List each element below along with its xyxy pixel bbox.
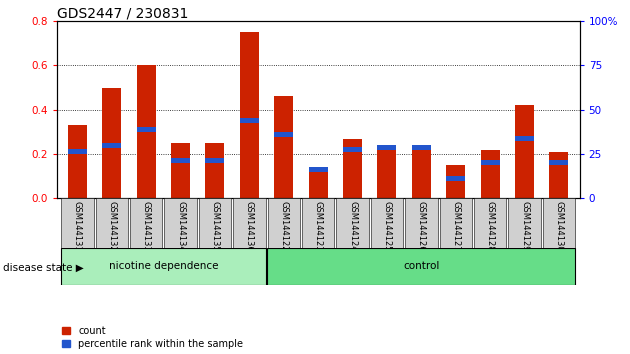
Text: GSM144128: GSM144128 — [486, 201, 495, 251]
FancyBboxPatch shape — [508, 198, 541, 248]
Bar — [412, 145, 431, 150]
FancyBboxPatch shape — [130, 198, 163, 248]
Bar — [137, 65, 156, 198]
Bar — [446, 165, 465, 198]
Text: GSM144136: GSM144136 — [245, 201, 254, 251]
Text: GSM144122: GSM144122 — [279, 201, 289, 251]
Text: GSM144127: GSM144127 — [451, 201, 461, 251]
Bar — [240, 118, 259, 123]
Bar — [515, 105, 534, 198]
Bar — [274, 132, 293, 137]
Bar — [240, 32, 259, 198]
FancyBboxPatch shape — [371, 198, 403, 248]
FancyBboxPatch shape — [268, 198, 300, 248]
FancyBboxPatch shape — [164, 198, 197, 248]
Bar — [446, 176, 465, 181]
Legend: count, percentile rank within the sample: count, percentile rank within the sample — [62, 326, 243, 349]
Bar — [481, 160, 500, 165]
Text: GSM144129: GSM144129 — [520, 201, 529, 251]
Bar — [205, 158, 224, 163]
Text: GSM144123: GSM144123 — [314, 201, 323, 251]
Bar — [377, 145, 396, 150]
Bar — [102, 88, 121, 198]
Bar — [343, 138, 362, 198]
Bar — [274, 97, 293, 198]
FancyBboxPatch shape — [233, 198, 265, 248]
Text: GSM144134: GSM144134 — [176, 201, 185, 251]
Bar — [481, 149, 500, 198]
FancyBboxPatch shape — [96, 198, 128, 248]
Text: GSM144133: GSM144133 — [142, 201, 151, 251]
Text: GSM144130: GSM144130 — [554, 201, 563, 251]
Bar — [205, 143, 224, 198]
Bar — [309, 167, 328, 172]
Bar — [171, 158, 190, 163]
Bar — [309, 170, 328, 198]
Text: GSM144126: GSM144126 — [417, 201, 426, 251]
FancyBboxPatch shape — [474, 198, 507, 248]
Text: GSM144132: GSM144132 — [107, 201, 117, 251]
Bar — [137, 127, 156, 132]
FancyBboxPatch shape — [302, 198, 335, 248]
FancyBboxPatch shape — [267, 248, 575, 285]
FancyBboxPatch shape — [440, 198, 472, 248]
Bar — [171, 143, 190, 198]
Bar — [68, 149, 87, 154]
Bar — [343, 147, 362, 152]
Bar — [377, 147, 396, 198]
FancyBboxPatch shape — [336, 198, 369, 248]
Text: disease state ▶: disease state ▶ — [3, 262, 84, 272]
Bar — [68, 125, 87, 198]
Bar — [549, 160, 568, 165]
Text: GSM144131: GSM144131 — [73, 201, 82, 251]
FancyBboxPatch shape — [543, 198, 575, 248]
Text: nicotine dependence: nicotine dependence — [108, 261, 218, 272]
Text: GDS2447 / 230831: GDS2447 / 230831 — [57, 6, 188, 20]
Text: GSM144124: GSM144124 — [348, 201, 357, 251]
Bar — [102, 143, 121, 148]
Text: control: control — [403, 261, 440, 272]
FancyBboxPatch shape — [199, 198, 231, 248]
Bar — [412, 147, 431, 198]
FancyBboxPatch shape — [61, 248, 266, 285]
Bar — [515, 136, 534, 141]
Bar — [549, 152, 568, 198]
Text: GSM144135: GSM144135 — [210, 201, 219, 251]
FancyBboxPatch shape — [61, 198, 93, 248]
FancyBboxPatch shape — [405, 198, 437, 248]
Text: GSM144125: GSM144125 — [382, 201, 391, 251]
